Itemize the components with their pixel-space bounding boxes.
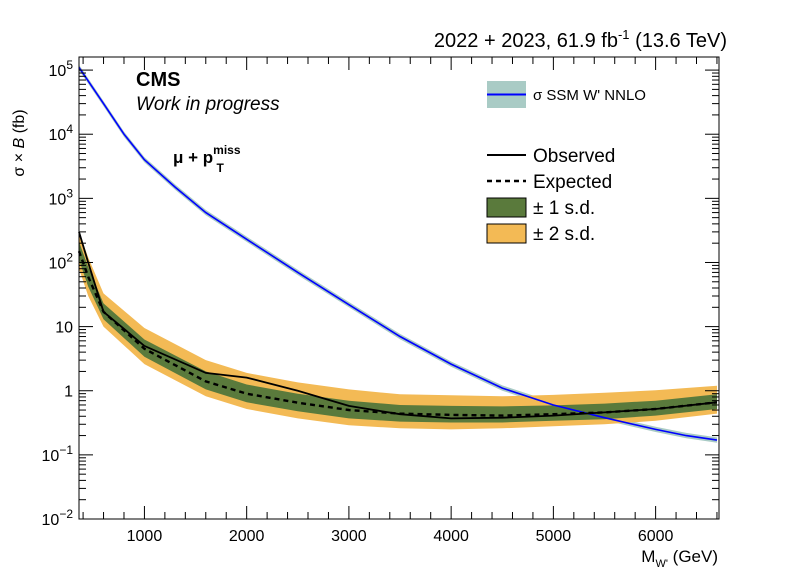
y-tick-label: 10−2 xyxy=(42,507,74,529)
x-tick-label: 2000 xyxy=(229,528,265,545)
y-tick-label: 104 xyxy=(49,122,74,144)
x-axis-title: MW' (GeV) xyxy=(641,547,718,570)
legend-observed-label: Observed xyxy=(533,146,615,167)
lumi-label: 2022 + 2023, 61.9 fb-1 (13.6 TeV) xyxy=(434,27,727,52)
y-tick-label: 105 xyxy=(49,58,74,80)
ticks-layer xyxy=(79,57,719,520)
channel-label: μ + pmiss T xyxy=(173,143,241,175)
theory-uncertainty-band xyxy=(79,64,717,443)
cms-label: CMS xyxy=(136,69,180,91)
observed-line xyxy=(78,231,718,420)
legend-theory-label: σ SSM W' NNLO xyxy=(533,87,646,104)
y-axis-title: σ × B (fb) xyxy=(11,109,28,176)
plot-frame xyxy=(78,56,720,520)
band-2sd-layer xyxy=(79,231,717,430)
legend-band2-swatch xyxy=(486,223,527,244)
y-tick-label: 1 xyxy=(64,384,73,401)
y-tick-label: 10 xyxy=(55,320,73,337)
band-1sd-layer xyxy=(79,241,717,423)
x-tick-label: 6000 xyxy=(638,528,674,545)
x-tick-label: 1000 xyxy=(127,528,163,545)
legend: σ SSM W' NNLO Observed Expected ± 1 s.d.… xyxy=(486,81,646,245)
theory-band-layer xyxy=(79,64,717,443)
band-2sd xyxy=(79,231,717,430)
status-label: Work in progress xyxy=(136,94,280,115)
band-1sd xyxy=(79,241,717,423)
y-tick-label: 103 xyxy=(49,186,74,208)
legend-band2-label: ± 2 s.d. xyxy=(533,224,595,245)
x-tick-label: 5000 xyxy=(536,528,572,545)
x-tick-label: 3000 xyxy=(331,528,367,545)
x-tick-label: 4000 xyxy=(433,528,469,545)
y-tick-label: 102 xyxy=(49,250,74,272)
legend-band1-swatch xyxy=(486,197,527,218)
tick-labels-layer: 1000 2000 3000 4000 5000 6000 10−2 10−1 1 10 102 10… xyxy=(42,58,674,545)
theory-line xyxy=(78,66,718,441)
lines-layer xyxy=(77,66,718,441)
y-tick-label: 10−1 xyxy=(42,443,74,465)
legend-band1-label: ± 1 s.d. xyxy=(533,198,595,219)
legend-expected-label: Expected xyxy=(533,172,612,193)
